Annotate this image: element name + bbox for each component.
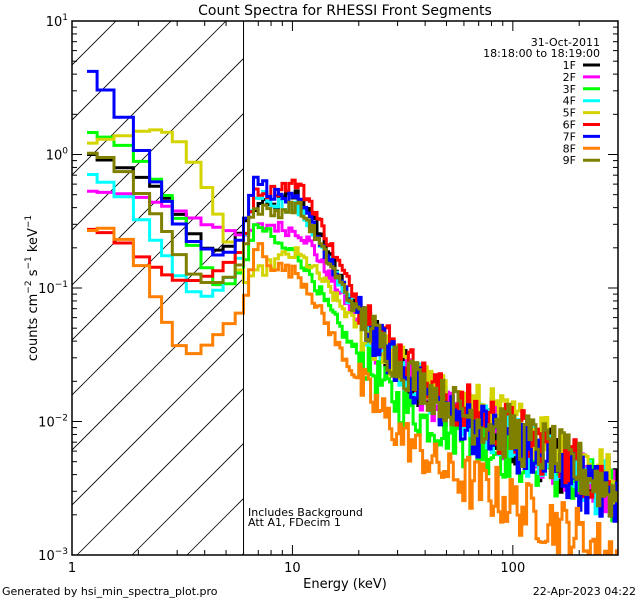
y-axis-label: counts cm−2 s−1 keV−1 bbox=[24, 215, 41, 361]
series-3F bbox=[87, 131, 618, 523]
hatch-line bbox=[72, 21, 117, 66]
footer-generated-by: Generated by hsi_min_spectra_plot.pro bbox=[2, 585, 218, 598]
x-tick-label: 100 bbox=[500, 561, 525, 576]
hatch-line bbox=[72, 21, 227, 176]
x-tick-label: 1 bbox=[68, 561, 76, 576]
x-tick-labels: 1 10 100 bbox=[68, 561, 525, 576]
legend-label-5F: 5F bbox=[563, 107, 576, 120]
x-axis-label: Energy (keV) bbox=[303, 577, 387, 592]
legend-time-range: 18:18:00 to 18:19:00 bbox=[483, 47, 600, 60]
hatch-line bbox=[0, 0, 127, 555]
legend-label-9F: 9F bbox=[563, 154, 576, 167]
legend-label-2F: 2F bbox=[563, 71, 576, 84]
plot-frame bbox=[71, 20, 619, 556]
series-8F bbox=[87, 226, 618, 555]
annotation-attenuator: Att A1, FDecim 1 bbox=[248, 516, 341, 529]
legend-label-6F: 6F bbox=[563, 119, 576, 132]
hatch-line bbox=[72, 21, 172, 121]
legend-label-8F: 8F bbox=[563, 142, 576, 155]
y-tick-label: 101 bbox=[46, 13, 68, 30]
y-tick-labels: 101 100 10−1 10−2 10−3 bbox=[38, 13, 68, 564]
legend-label-3F: 3F bbox=[563, 83, 576, 96]
axis-ticks bbox=[71, 20, 619, 556]
footer-timestamp: 22-Apr-2023 04:22 bbox=[533, 585, 636, 598]
y-tick-label: 100 bbox=[46, 147, 69, 164]
legend-label-1F: 1F bbox=[563, 59, 576, 72]
hatch-line bbox=[131, 442, 244, 555]
hatch-line bbox=[76, 387, 244, 555]
series-9F bbox=[87, 151, 618, 518]
hatch-line bbox=[72, 112, 244, 286]
hatch-line bbox=[72, 222, 244, 396]
legend: 31-Oct-2011 18:18:00 to 18:19:00 1F2F3F4… bbox=[483, 36, 600, 167]
hatch-line bbox=[72, 167, 244, 341]
series-layer bbox=[87, 69, 618, 555]
chart-title: Count Spectra for RHESSI Front Segments bbox=[198, 3, 492, 19]
x-tick-label: 10 bbox=[284, 561, 301, 576]
annotation-background: Includes Background bbox=[248, 506, 363, 519]
y-tick-label: 10−2 bbox=[38, 414, 68, 431]
legend-label-4F: 4F bbox=[563, 95, 576, 108]
y-tick-label: 10−1 bbox=[38, 280, 68, 297]
hatch-line bbox=[72, 332, 244, 506]
legend-label-7F: 7F bbox=[563, 130, 576, 143]
y-tick-label: 10−3 bbox=[38, 547, 68, 564]
legend-date: 31-Oct-2011 bbox=[531, 36, 600, 49]
